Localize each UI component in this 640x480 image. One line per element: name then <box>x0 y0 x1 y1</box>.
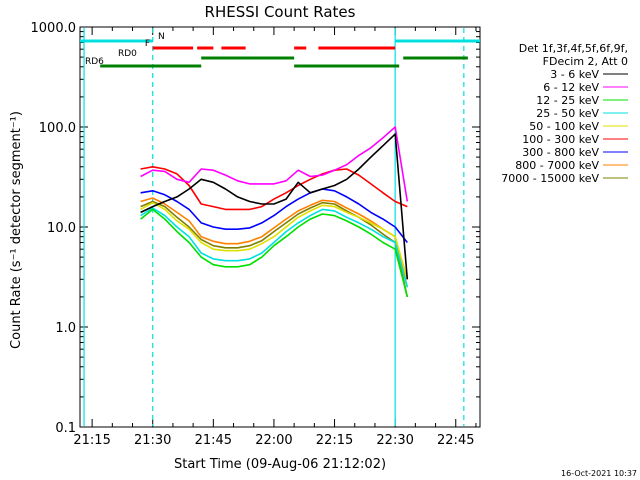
legend-entry: 7000 - 15000 keV <box>501 172 599 185</box>
series-line <box>140 201 409 280</box>
status-bar-label: RD0 <box>118 49 137 59</box>
x-axis-label: Start Time (09-Aug-06 21:12:02) <box>174 457 386 472</box>
series-line <box>140 188 408 243</box>
chart-title: RHESSI Count Rates <box>205 3 356 21</box>
status-bar-label: N <box>158 32 165 42</box>
legend-entry: 50 - 100 keV <box>529 120 599 133</box>
legend-entry: 12 - 25 keV <box>536 94 599 107</box>
series-line <box>140 207 409 288</box>
y-tick-label: 1.0 <box>55 321 76 336</box>
series-line <box>140 208 409 298</box>
plot-area: 0.1 1.0 10.0 100.0 1000.0 21:15 21:30 21:45 22:0… <box>31 21 628 448</box>
legend-header-line-1: Det 1f,3f,4f,5f,6f,9f, <box>519 42 628 55</box>
x-tick-label: 21:15 <box>73 433 110 448</box>
legend-entry: 300 - 800 keV <box>522 146 599 159</box>
series-line <box>140 197 409 288</box>
y-tick-label: 100.0 <box>39 121 76 136</box>
series-line <box>140 126 409 202</box>
status-bar-label: RD6 <box>85 57 104 67</box>
x-tick-label: 22:15 <box>316 433 353 448</box>
y-tick-label: 0.1 <box>55 421 76 436</box>
legend-entry: 100 - 300 keV <box>522 133 599 146</box>
y-axis-label: Count Rate (s⁻¹ detector segment⁻¹) <box>9 111 24 349</box>
legend-entry: 3 - 6 keV <box>550 68 599 81</box>
x-tick-label: 22:45 <box>437 433 474 448</box>
x-tick-label: 21:30 <box>134 433 171 448</box>
y-tick-label: 10.0 <box>47 221 76 236</box>
series-line <box>140 133 409 280</box>
status-bar-label: F <box>145 39 150 49</box>
y-tick-label: 1000.0 <box>31 21 77 36</box>
x-tick-label: 22:30 <box>376 433 413 448</box>
legend-entry: 800 - 7000 keV <box>515 159 599 172</box>
legend-entry: 6 - 12 keV <box>543 81 599 94</box>
x-tick-label: 21:45 <box>195 433 232 448</box>
legend-entry: 25 - 50 keV <box>536 107 599 120</box>
x-tick-label: 22:00 <box>255 433 292 448</box>
legend-header-line-2: FDecim 2, Att 0 <box>543 55 628 68</box>
timestamp: 16-Oct-2021 10:37 <box>561 469 637 478</box>
